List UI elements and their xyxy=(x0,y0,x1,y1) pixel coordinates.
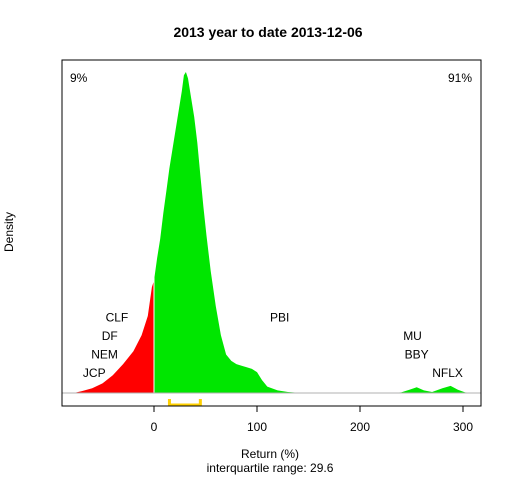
ticker-label-bby: BBY xyxy=(405,347,429,361)
ticker-label-nem: NEM xyxy=(91,347,118,361)
ticker-label-df: DF xyxy=(102,329,118,343)
iqr-subtitle: interquartile range: 29.6 xyxy=(207,461,334,475)
x-tick-label: 300 xyxy=(453,420,473,434)
right-percent-label: 91% xyxy=(448,71,472,85)
left-percent-label: 9% xyxy=(70,71,88,85)
ticker-label-pbi: PBI xyxy=(270,311,289,325)
x-axis: 0 100 200 300 xyxy=(151,406,473,434)
y-axis-label: Density xyxy=(2,212,16,252)
ticker-label-mu: MU xyxy=(403,329,422,343)
x-axis-label: Return (%) xyxy=(241,447,299,461)
ticker-label-nflx: NFLX xyxy=(432,366,463,380)
ticker-label-jcp: JCP xyxy=(83,366,106,380)
x-tick-label: 200 xyxy=(350,420,370,434)
chart-title: 2013 year to date 2013-12-06 xyxy=(173,24,362,40)
x-tick-label: 100 xyxy=(247,420,267,434)
positive-density-area xyxy=(154,72,474,393)
iqr-bracket xyxy=(167,399,202,407)
negative-density-area xyxy=(73,280,154,393)
plot-frame xyxy=(61,59,482,407)
ticker-label-clf: CLF xyxy=(106,311,129,325)
x-tick-label: 0 xyxy=(151,420,158,434)
